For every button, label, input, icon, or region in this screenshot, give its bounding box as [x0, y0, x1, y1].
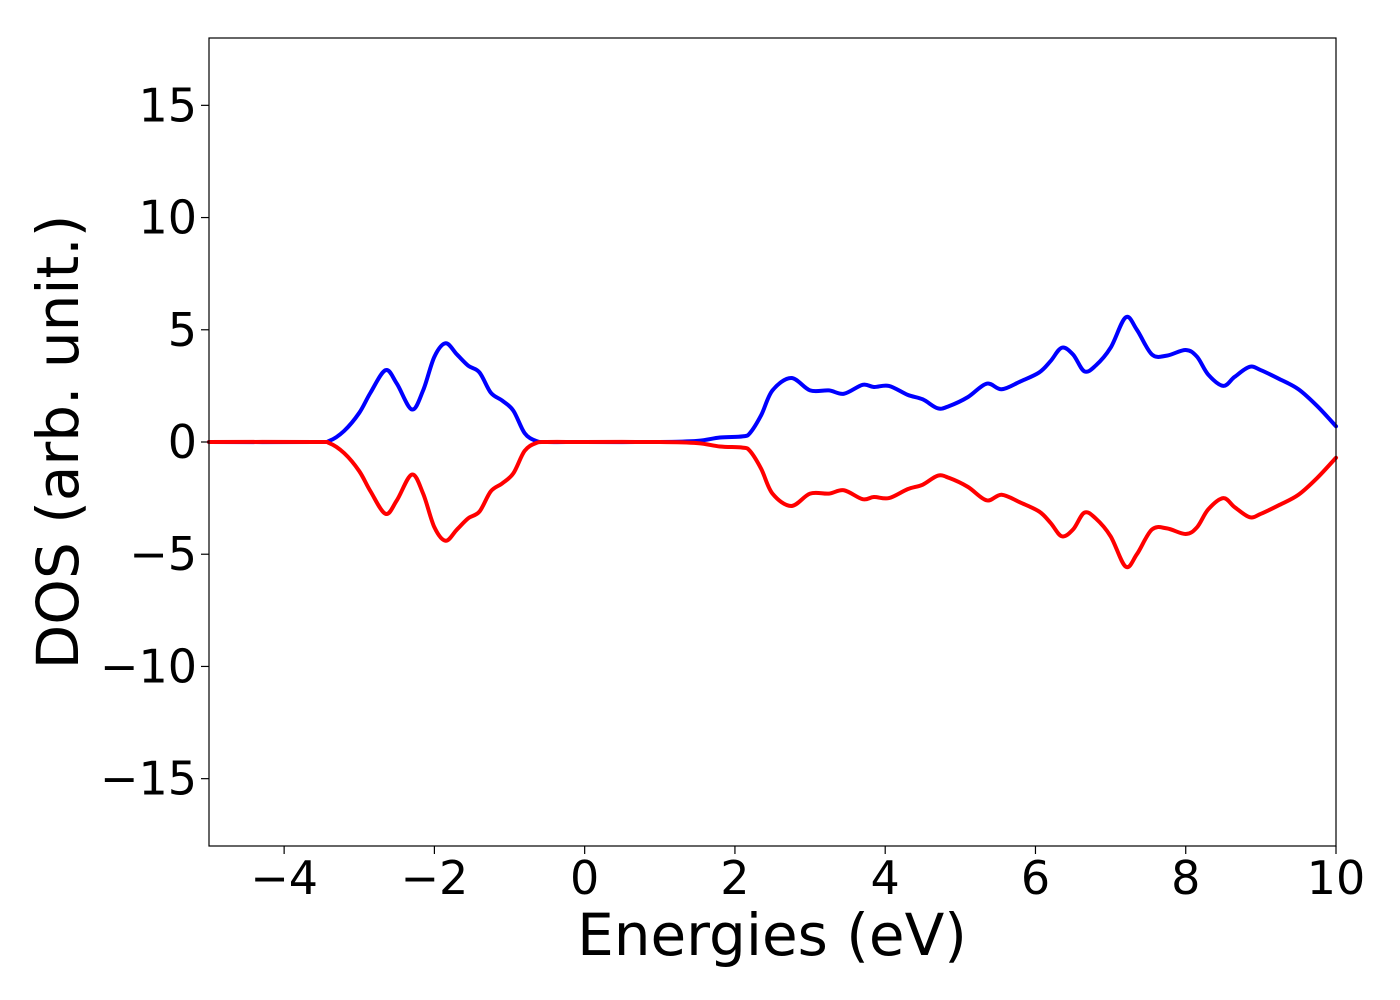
y-tick-label: −5	[129, 527, 197, 581]
y-axis-label: DOS (arb. unit.)	[24, 215, 92, 670]
x-tick-label: 0	[570, 851, 599, 905]
series-group	[207, 314, 1338, 570]
y-tick-label: 0	[168, 415, 197, 469]
series-line-2	[207, 439, 1338, 570]
plot-frame	[208, 37, 1337, 847]
y-tick-label: −10	[100, 639, 197, 693]
x-tick-label: 6	[1021, 851, 1050, 905]
y-tick-label: 10	[138, 191, 197, 245]
series-line-1	[207, 314, 1338, 445]
x-tick-label: 10	[1307, 851, 1366, 905]
x-tick-label: −2	[400, 851, 468, 905]
y-tick-label: −15	[100, 752, 197, 806]
x-tick-label: −4	[250, 851, 318, 905]
x-axis-label: Energies (eV)	[577, 901, 967, 969]
y-tick-label: 15	[138, 78, 197, 132]
x-tick-label: 2	[720, 851, 749, 905]
x-axis: −4 −2 0 2 4 6 8 10	[250, 846, 1365, 905]
y-tick-label: 5	[168, 303, 197, 357]
x-tick-label: 8	[1171, 851, 1200, 905]
y-axis: 15 10 5 0 −5 −10 −15	[100, 78, 209, 806]
x-tick-label: 4	[871, 851, 900, 905]
